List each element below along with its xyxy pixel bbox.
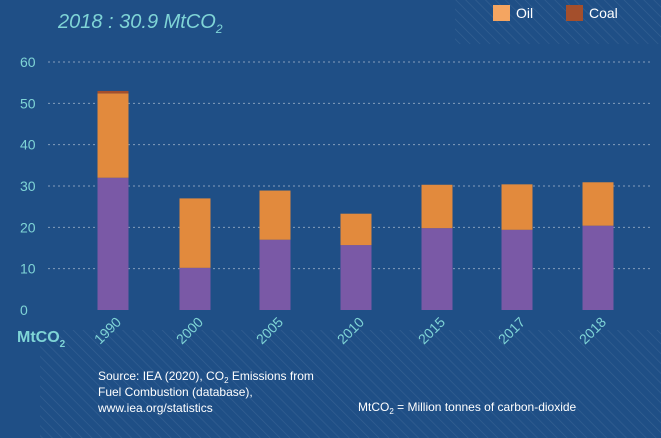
bar-purple-2005 <box>259 239 291 310</box>
source-line-1: Source: IEA (2020), CO2 Emissions from <box>98 369 314 385</box>
unit-note: MtCO2 = Million tonnes of carbon-dioxide <box>358 400 577 416</box>
gridlines <box>48 61 650 270</box>
legend-swatch-oil <box>493 5 510 21</box>
bar-purple-2015 <box>421 228 453 310</box>
bar-oil-2005 <box>259 190 291 240</box>
bars <box>97 90 614 310</box>
y-tick-label: 30 <box>20 178 36 194</box>
bar-purple-1990 <box>97 177 129 310</box>
legend-label-coal: Coal <box>589 5 618 21</box>
chart-title: 2018 : 30.9 MtCO2 <box>57 11 223 36</box>
y-axis-unit-label: MtCO2 <box>17 329 66 350</box>
legend-label-oil: Oil <box>516 5 533 21</box>
bar-oil-2010 <box>340 213 372 246</box>
bar-purple-2010 <box>340 245 372 310</box>
bar-oil-2000 <box>179 198 211 268</box>
source-line-2: Fuel Combustion (database), <box>98 385 253 399</box>
bar-coal-1990 <box>97 90 129 94</box>
source-line-3: www.iea.org/statistics <box>97 401 213 415</box>
y-axis-tick-labels: 0 10 20 30 40 50 60 <box>20 54 36 318</box>
bar-oil-1990 <box>97 93 129 178</box>
bar-oil-2015 <box>421 184 453 229</box>
bar-oil-2018 <box>582 182 614 226</box>
hatch-area-bottom <box>40 330 661 438</box>
y-tick-label: 40 <box>20 137 36 153</box>
y-tick-label: 20 <box>20 219 36 235</box>
y-tick-label: 50 <box>20 95 36 111</box>
hatch-area-top-right <box>455 0 661 44</box>
y-tick-label: 10 <box>20 261 36 277</box>
bar-purple-2017 <box>501 229 533 310</box>
bar-oil-2017 <box>501 184 533 230</box>
legend-swatch-coal <box>566 5 583 21</box>
source-note: Source: IEA (2020), CO2 Emissions from F… <box>97 369 317 415</box>
bar-purple-2000 <box>179 267 211 310</box>
y-tick-label: 60 <box>20 54 36 70</box>
bar-purple-2018 <box>582 225 614 310</box>
legend: Oil Coal <box>493 5 618 21</box>
y-tick-label: 0 <box>20 302 28 318</box>
